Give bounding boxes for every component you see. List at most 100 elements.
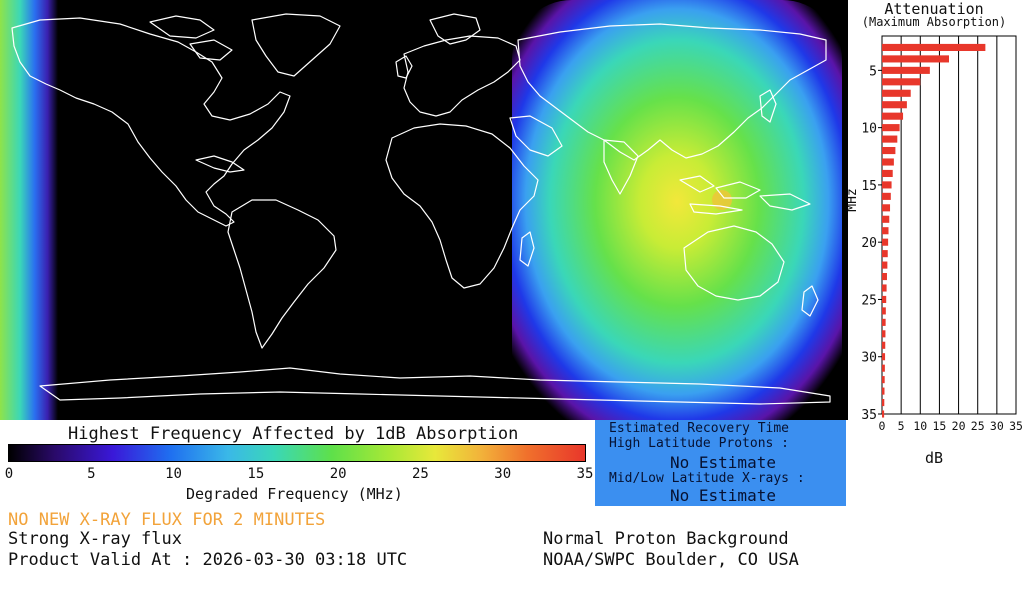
absorption-map [0, 0, 848, 420]
attenuation-bar [882, 101, 907, 109]
attenuation-x-label: dB [925, 449, 943, 467]
colorbar-tick-label: 10 [165, 466, 182, 482]
attenuation-bar [882, 146, 896, 155]
coast-scandinavia [429, 13, 481, 45]
coast-europe [403, 35, 521, 117]
attenuation-bar [882, 66, 930, 74]
attenuation-bar [882, 43, 986, 52]
colorbar-tick-label: 15 [247, 466, 265, 482]
coast-madagascar [519, 231, 535, 267]
attenuation-y-tick-label: 15 [861, 179, 877, 194]
attenuation-bar [882, 192, 891, 200]
attenuation-y-tick-label: 10 [861, 122, 877, 137]
attenuation-bar [882, 353, 886, 361]
attenuation-x-tick-label: 15 [932, 419, 946, 433]
attenuation-y-tick-label: 25 [861, 293, 877, 308]
attenuation-bar [882, 307, 886, 315]
attenuation-bar [882, 227, 889, 235]
attenuation-x-tick-label: 20 [952, 419, 966, 433]
attenuation-x-tick-label: 10 [913, 419, 927, 433]
colorbar-tick-label: 35 [576, 466, 594, 482]
attenuation-bar [882, 112, 904, 120]
proton-background-status: Normal Proton Background [543, 529, 789, 549]
attenuation-bar [882, 261, 888, 269]
mid-latitude-label: Mid/Low Latitude X-rays : [609, 471, 805, 486]
attenuation-bar [882, 89, 911, 97]
attenuation-chart-svg: Attenuation (Maximum Absorption) MHz dB … [848, 0, 1023, 467]
coast-caribbean [195, 155, 245, 173]
attenuation-bar [882, 55, 949, 63]
attenuation-y-label: MHz [848, 188, 860, 211]
coast-australia [683, 225, 785, 301]
attenuation-title: Attenuation [884, 0, 983, 18]
coast-antarctica [39, 367, 831, 405]
attenuation-bar [882, 181, 892, 189]
colorbar-tick-label: 20 [329, 466, 347, 482]
attenuation-bar [882, 364, 885, 372]
absorption-hotspot-icon [712, 190, 732, 210]
xray-flux-alert: NO NEW X-RAY FLUX FOR 2 MINUTES [8, 510, 326, 530]
attenuation-x-tick-label: 30 [990, 419, 1004, 433]
agency-credit: NOAA/SWPC Boulder, CO USA [543, 550, 799, 570]
attenuation-bar [882, 238, 889, 246]
coast-north-america [11, 17, 291, 227]
attenuation-bar [882, 376, 885, 384]
attenuation-x-tick-label: 5 [898, 419, 905, 433]
high-latitude-value: No Estimate [670, 453, 776, 472]
attenuation-bar [882, 135, 898, 143]
attenuation-bar [882, 169, 893, 178]
coast-india [603, 139, 639, 195]
product-valid-time: Product Valid At : 2026-03-30 03:18 UTC [8, 550, 408, 570]
attenuation-bar [882, 398, 885, 407]
attenuation-bar [882, 284, 887, 292]
attenuation-bar [882, 387, 885, 395]
attenuation-y-tick-label: 20 [861, 236, 877, 251]
attenuation-bar [882, 204, 891, 212]
attenuation-x-tick-label: 0 [879, 419, 886, 433]
attenuation-bar [882, 250, 888, 258]
coast-new-zealand [801, 285, 819, 317]
attenuation-y-tick-label: 5 [869, 64, 877, 79]
colorbar-title: Highest Frequency Affected by 1dB Absorp… [68, 424, 519, 444]
coast-japan [759, 89, 777, 123]
coast-south-america [227, 199, 337, 349]
coast-africa [385, 123, 539, 289]
attenuation-bar [882, 330, 886, 338]
attenuation-bar [882, 410, 885, 418]
attenuation-subtitle: (Maximum Absorption) [862, 15, 1007, 29]
coast-southeast-asia [679, 175, 811, 215]
colorbar-tick-label: 0 [4, 466, 14, 482]
world-map-svg [0, 0, 842, 420]
colorbar-tick-label: 30 [494, 466, 512, 482]
xray-flux-status: Strong X-ray flux [8, 529, 182, 549]
left-edge-absorption-region [0, 0, 58, 420]
coast-arabia [509, 115, 563, 157]
coast-british-isles [395, 55, 413, 79]
high-latitude-label: High Latitude Protons : [609, 436, 790, 451]
colorbar-tick-label: 25 [411, 466, 429, 482]
attenuation-bar [882, 158, 894, 166]
attenuation-bar [882, 124, 900, 132]
dayside-absorption-region [512, 0, 842, 420]
attenuation-bar [882, 341, 886, 349]
coast-asia [517, 23, 827, 161]
mid-latitude-value: No Estimate [670, 486, 776, 505]
attenuation-chart: Attenuation (Maximum Absorption) MHz dB … [848, 0, 1024, 470]
colorbar-x-label: Degraded Frequency (MHz) [186, 485, 403, 503]
coastlines [11, 13, 831, 405]
attenuation-bar [882, 215, 890, 223]
attenuation-y-tick-label: 30 [861, 351, 877, 366]
attenuation-bar [882, 272, 887, 281]
attenuation-x-tick-label: 25 [971, 419, 985, 433]
recovery-title: Estimated Recovery Time [609, 421, 790, 436]
attenuation-x-tick-label: 35 [1009, 419, 1023, 433]
colorbar-gradient [8, 444, 586, 462]
attenuation-bar [882, 78, 921, 86]
attenuation-bar [882, 295, 887, 304]
attenuation-y-tick-label: 35 [861, 408, 877, 423]
coast-greenland [251, 13, 341, 77]
attenuation-bar [882, 318, 886, 326]
recovery-time-box: Estimated Recovery Time High Latitude Pr… [595, 420, 846, 506]
coast-arctic-islands [149, 15, 233, 61]
colorbar-tick-label: 5 [87, 466, 96, 482]
